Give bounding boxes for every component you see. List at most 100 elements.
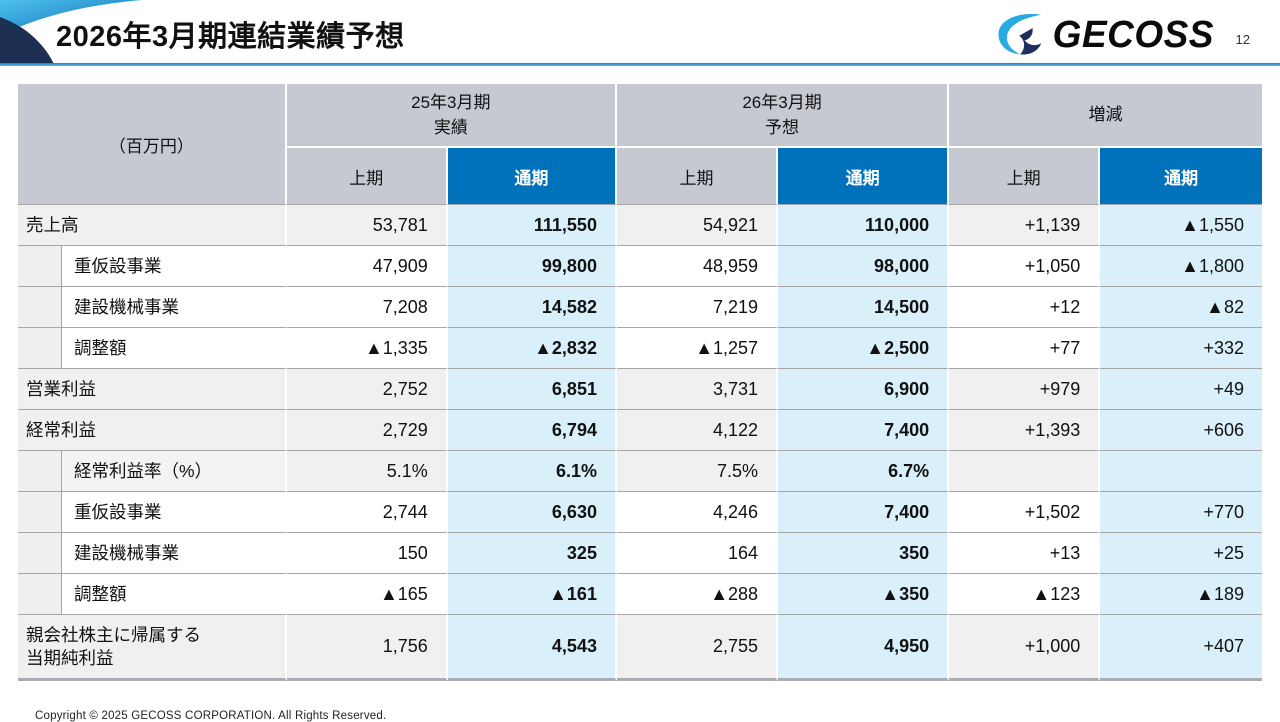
value-cell: +12: [949, 286, 1101, 327]
row-label: 調整額: [18, 573, 287, 614]
row-label: 親会社株主に帰属する 当期純利益: [18, 614, 287, 681]
value-cell: 4,543: [447, 614, 617, 681]
value-cell: 6.1%: [447, 450, 617, 491]
value-cell: 7,208: [286, 286, 448, 327]
value-cell: 48,959: [616, 245, 779, 286]
value-cell: 6,794: [447, 409, 617, 450]
column-group-fy25: 25年3月期 実績: [286, 84, 617, 146]
table-row: 経常利益 2,729 6,794 4,122 7,400 +1,393 +606: [18, 409, 1262, 450]
value-cell: 6,900: [778, 368, 950, 409]
value-cell: 14,500: [778, 286, 950, 327]
subheader-change-full: 通期: [1100, 146, 1262, 204]
row-label-text: 経常利益率（%）: [74, 460, 213, 481]
row-label: 調整額: [18, 327, 287, 368]
value-cell: +1,502: [949, 491, 1101, 532]
value-cell: +49: [1100, 368, 1262, 409]
subheader-fy26-h1: 上期: [616, 146, 779, 204]
value-cell: 7.5%: [616, 450, 779, 491]
row-label-text: 建設機械事業: [74, 296, 179, 317]
value-cell: ▲82: [1100, 286, 1262, 327]
table-row: 調整額 ▲1,335 ▲2,832 ▲1,257 ▲2,500 +77 +332: [18, 327, 1262, 368]
page-number: 12: [1235, 32, 1250, 47]
value-cell: 53,781: [286, 204, 448, 245]
row-label: 重仮設事業: [18, 491, 287, 532]
value-cell: ▲1,335: [286, 327, 448, 368]
table-row: 重仮設事業 2,744 6,630 4,246 7,400 +1,502 +770: [18, 491, 1262, 532]
value-cell: 7,219: [616, 286, 779, 327]
row-label: 営業利益: [18, 368, 287, 409]
row-label: 重仮設事業: [18, 245, 287, 286]
subheader-fy25-h1: 上期: [286, 146, 448, 204]
value-cell: ▲161: [447, 573, 617, 614]
value-cell: ▲1,257: [616, 327, 779, 368]
value-cell: 110,000: [778, 204, 950, 245]
gecoss-logo: GECOSS: [995, 12, 1214, 58]
subheader-fy25-full: 通期: [447, 146, 617, 204]
results-table-container: （百万円） 25年3月期 実績 26年3月期 予想: [18, 84, 1262, 681]
value-cell: +1,050: [949, 245, 1101, 286]
value-cell: +770: [1100, 491, 1262, 532]
value-cell: ▲2,500: [778, 327, 950, 368]
row-label: 建設機械事業: [18, 532, 287, 573]
row-label-text: 重仮設事業: [74, 255, 162, 276]
row-label-text: 調整額: [74, 583, 127, 604]
value-cell: 350: [778, 532, 950, 573]
value-cell: ▲2,832: [447, 327, 617, 368]
table-row: 建設機械事業 7,208 14,582 7,219 14,500 +12 ▲82: [18, 286, 1262, 327]
value-cell: +25: [1100, 532, 1262, 573]
table-row: 建設機械事業 150 325 164 350 +13 +25: [18, 532, 1262, 573]
header-subrow: 上期 通期 上期 通期 上期 通期: [18, 146, 1262, 204]
row-label-text: 重仮設事業: [74, 501, 162, 522]
value-cell: 164: [616, 532, 779, 573]
column-group-fy26-line1: 26年3月期: [742, 92, 822, 112]
column-group-change-line1: 増減: [1088, 105, 1123, 125]
results-table-body: 売上高 53,781 111,550 54,921 110,000 +1,139 ▲1,55…: [18, 204, 1262, 681]
row-label: 経常利益: [18, 409, 287, 450]
page-title: 2026年3月期連結業績予想: [56, 21, 405, 53]
row-label: 建設機械事業: [18, 286, 287, 327]
value-cell: 6,851: [447, 368, 617, 409]
column-group-change: 増減: [949, 84, 1262, 146]
value-cell: 54,921: [616, 204, 779, 245]
value-cell: 3,731: [616, 368, 779, 409]
table-row: 重仮設事業 47,909 99,800 48,959 98,000 +1,050 ▲1,80…: [18, 245, 1262, 286]
table-row: 売上高 53,781 111,550 54,921 110,000 +1,139 ▲1,55…: [18, 204, 1262, 245]
value-cell: +13: [949, 532, 1101, 573]
value-cell: 47,909: [286, 245, 448, 286]
value-cell: +1,393: [949, 409, 1101, 450]
table-row: 経常利益率（%） 5.1% 6.1% 7.5% 6.7%: [18, 450, 1262, 491]
value-cell: 6,630: [447, 491, 617, 532]
value-cell: ▲350: [778, 573, 950, 614]
value-cell: [949, 450, 1101, 491]
results-table: （百万円） 25年3月期 実績 26年3月期 予想: [18, 84, 1262, 681]
value-cell: 2,729: [286, 409, 448, 450]
copyright-text: Copyright © 2025 GECOSS CORPORATION. All…: [35, 709, 387, 722]
value-cell: 6.7%: [778, 450, 950, 491]
value-cell: 4,122: [616, 409, 779, 450]
row-label-text: 建設機械事業: [74, 542, 179, 563]
subheader-change-h1: 上期: [949, 146, 1101, 204]
value-cell: 98,000: [778, 245, 950, 286]
value-cell: ▲1,550: [1100, 204, 1262, 245]
corner-decoration-icon: [0, 0, 142, 64]
value-cell: 7,400: [778, 409, 950, 450]
row-label-text: 調整額: [74, 337, 127, 358]
value-cell: 1,756: [286, 614, 448, 681]
row-label: 経常利益率（%）: [18, 450, 287, 491]
value-cell: 4,246: [616, 491, 779, 532]
value-cell: ▲1,800: [1100, 245, 1262, 286]
header-group-row: （百万円） 25年3月期 実績 26年3月期 予想: [18, 84, 1262, 204]
table-row: 営業利益 2,752 6,851 3,731 6,900 +979 +49: [18, 368, 1262, 409]
value-cell: 14,582: [447, 286, 617, 327]
table-row: 調整額 ▲165 ▲161 ▲288 ▲350 ▲123 ▲189: [18, 573, 1262, 614]
value-cell: 5.1%: [286, 450, 448, 491]
unit-label-cell: （百万円）: [18, 84, 287, 204]
subheader-fy26-full: 通期: [778, 146, 950, 204]
row-label-text-line2: 当期純利益: [26, 647, 114, 668]
column-group-fy25-line1: 25年3月期: [411, 92, 491, 112]
value-cell: +407: [1100, 614, 1262, 681]
value-cell: +979: [949, 368, 1101, 409]
column-group-fy25-line2: 実績: [433, 118, 468, 137]
value-cell: ▲165: [286, 573, 448, 614]
